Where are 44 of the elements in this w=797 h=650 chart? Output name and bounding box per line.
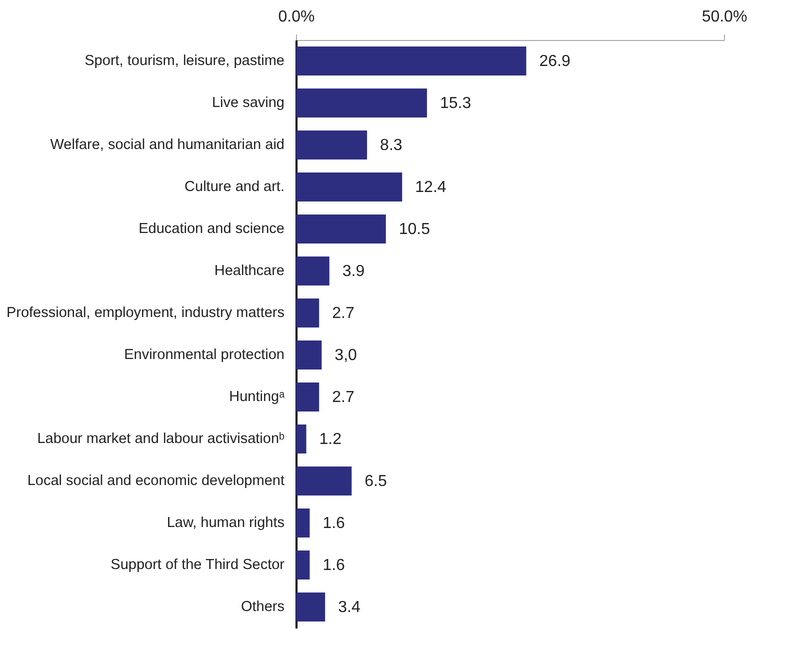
- y-tick-label: Culture and art.: [184, 179, 284, 195]
- x-tick-label: 50.0%: [702, 8, 748, 26]
- y-tick-label: Local social and economic development: [27, 473, 284, 489]
- data-label: 1.6: [322, 515, 346, 532]
- bar: [296, 508, 310, 538]
- data-label: 3.9: [342, 263, 365, 280]
- y-tick-label: Support of the Third Sector: [110, 557, 285, 573]
- bar: [296, 298, 320, 328]
- data-label: 8.3: [380, 137, 402, 154]
- data-label: 2.7: [332, 305, 354, 322]
- data-label: 1.2: [319, 431, 342, 448]
- data-label: 12.4: [415, 179, 446, 196]
- bar: [296, 340, 322, 370]
- bar: [296, 550, 310, 580]
- y-tick-label: Healthcare: [214, 263, 284, 279]
- y-tick-label: Sport, tourism, leisure, pastime: [84, 53, 284, 69]
- x-tick-label: 0.0%: [278, 8, 315, 26]
- y-tick-label: Professional, employment, industry matters: [6, 305, 284, 321]
- y-tick-label: Law, human rights: [166, 515, 284, 531]
- y-tick-label: Huntingᵃ: [229, 389, 286, 405]
- bar: [296, 130, 368, 160]
- bar: [296, 172, 402, 202]
- data-label: 3.4: [338, 599, 360, 616]
- data-label: 3,0: [334, 347, 358, 364]
- data-label: 26.9: [539, 53, 571, 70]
- data-label: 1.6: [322, 557, 346, 574]
- bar: [296, 424, 306, 454]
- bar: [296, 214, 386, 244]
- y-tick-label: Labour market and labour activisationᵇ: [37, 431, 286, 447]
- y-tick-label: Education and science: [138, 221, 284, 237]
- bar: [296, 88, 427, 118]
- bar: [296, 592, 326, 622]
- y-tick-label: Welfare, social and humanitarian aid: [50, 137, 284, 153]
- bar: [296, 256, 330, 286]
- bar: [296, 46, 526, 76]
- data-label: 15.3: [440, 95, 472, 112]
- bar: [296, 466, 352, 496]
- data-label: 6.5: [364, 473, 387, 490]
- y-tick-label: Live saving: [212, 95, 284, 111]
- y-tick-label: Environmental protection: [124, 347, 284, 363]
- data-label: 10.5: [398, 221, 430, 238]
- data-label: 2.7: [332, 389, 354, 406]
- bar: [296, 382, 320, 412]
- y-tick-label: Others: [240, 599, 284, 615]
